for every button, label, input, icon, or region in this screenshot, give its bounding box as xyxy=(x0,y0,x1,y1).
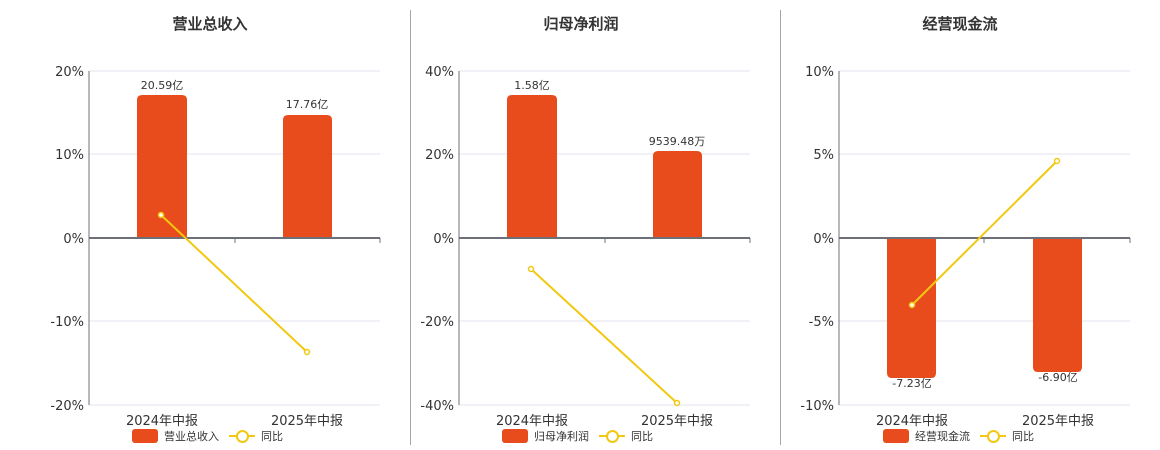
legend-line-label[interactable]: 同比 xyxy=(631,430,653,443)
yoy-point[interactable] xyxy=(303,348,311,356)
yoy-line xyxy=(160,214,308,353)
yoy-point[interactable] xyxy=(1053,157,1061,165)
svg-text:20%: 20% xyxy=(425,148,454,163)
yoy-point[interactable] xyxy=(908,301,916,309)
chart-panel-revenue: 营业总收入 20% 10% 0% -10% -20% 20.59亿 17.76亿… xyxy=(0,0,410,450)
svg-text:10%: 10% xyxy=(805,65,834,80)
svg-text:0%: 0% xyxy=(813,232,834,247)
legend-line-icon[interactable] xyxy=(980,429,1006,443)
x-label: 2024年中报 xyxy=(496,414,568,429)
y-tick-labels: 20% 10% 0% -10% -20% xyxy=(50,65,84,414)
svg-text:-10%: -10% xyxy=(50,315,84,330)
chart-plot: 40% 20% 0% -20% -40% 1.58亿 9539.48万 2024… xyxy=(420,65,751,429)
legend-line-icon[interactable] xyxy=(599,429,625,443)
chart-panel-operating-cashflow: 经营现金流 10% 5% 0% -5% -10% -7.23亿 -6.90亿 xyxy=(781,0,1160,450)
bar-2024[interactable] xyxy=(137,95,187,238)
bar-2024[interactable] xyxy=(507,95,557,238)
legend-bar-label[interactable]: 归母净利润 xyxy=(534,430,589,443)
svg-text:10%: 10% xyxy=(55,148,84,163)
x-label: 2024年中报 xyxy=(876,414,948,429)
legend-bar-swatch[interactable] xyxy=(502,429,528,443)
y-tick-labels: 10% 5% 0% -5% -10% xyxy=(800,65,834,414)
bar-2025[interactable] xyxy=(283,115,332,238)
svg-text:-40%: -40% xyxy=(420,399,454,414)
svg-text:20%: 20% xyxy=(55,65,84,80)
svg-text:-20%: -20% xyxy=(420,315,454,330)
legend-bar-label[interactable]: 经营现金流 xyxy=(915,430,970,443)
svg-text:-10%: -10% xyxy=(800,399,834,414)
y-tick-labels: 40% 20% 0% -20% -40% xyxy=(420,65,454,414)
legend: 经营现金流 同比 xyxy=(883,427,1034,445)
x-label: 2024年中报 xyxy=(126,414,198,429)
svg-text:-20%: -20% xyxy=(50,399,84,414)
bar-2025[interactable] xyxy=(1033,238,1082,372)
svg-text:40%: 40% xyxy=(425,65,454,80)
panel-divider xyxy=(780,10,781,445)
chart-panel-net-profit: 归母净利润 40% 20% 0% -20% -40% 1.58亿 9539.48… xyxy=(411,0,781,450)
bar-label: 20.59亿 xyxy=(141,79,184,92)
legend-bar-swatch[interactable] xyxy=(132,429,158,443)
svg-text:5%: 5% xyxy=(813,148,834,163)
yoy-point[interactable] xyxy=(527,265,535,273)
legend-line-icon[interactable] xyxy=(229,429,255,443)
grid-lines xyxy=(89,70,380,406)
yoy-point[interactable] xyxy=(157,211,165,219)
x-label: 2025年中报 xyxy=(271,414,343,429)
bar-label: 9539.48万 xyxy=(649,135,706,148)
bar-label: -7.23亿 xyxy=(892,377,931,390)
legend-line-label[interactable]: 同比 xyxy=(261,430,283,443)
legend: 营业总收入 同比 xyxy=(132,427,283,445)
chart-plot: 10% 5% 0% -5% -10% -7.23亿 -6.90亿 2024年中报… xyxy=(800,65,1131,429)
bar-label: 1.58亿 xyxy=(514,79,550,92)
svg-text:-5%: -5% xyxy=(809,315,834,330)
yoy-line xyxy=(530,268,678,404)
legend-line-label[interactable]: 同比 xyxy=(1012,430,1034,443)
svg-text:0%: 0% xyxy=(63,232,84,247)
legend-bar-swatch[interactable] xyxy=(883,429,909,443)
bar-2025[interactable] xyxy=(653,151,702,238)
bar-label: -6.90亿 xyxy=(1038,371,1077,384)
chart-title: 经营现金流 xyxy=(922,15,998,33)
chart-plot: 20% 10% 0% -10% -20% 20.59亿 17.76亿 2024年… xyxy=(50,65,381,429)
svg-text:0%: 0% xyxy=(433,232,454,247)
chart-title: 营业总收入 xyxy=(172,15,248,33)
panel-divider xyxy=(410,10,411,445)
chart-title: 归母净利润 xyxy=(543,15,619,33)
legend-bar-label[interactable]: 营业总收入 xyxy=(164,430,219,443)
bar-label: 17.76亿 xyxy=(286,98,329,111)
x-label: 2025年中报 xyxy=(1022,414,1094,429)
yoy-point[interactable] xyxy=(673,399,681,407)
x-label: 2025年中报 xyxy=(641,414,713,429)
yoy-line xyxy=(911,160,1058,306)
legend: 归母净利润 同比 xyxy=(502,427,653,445)
